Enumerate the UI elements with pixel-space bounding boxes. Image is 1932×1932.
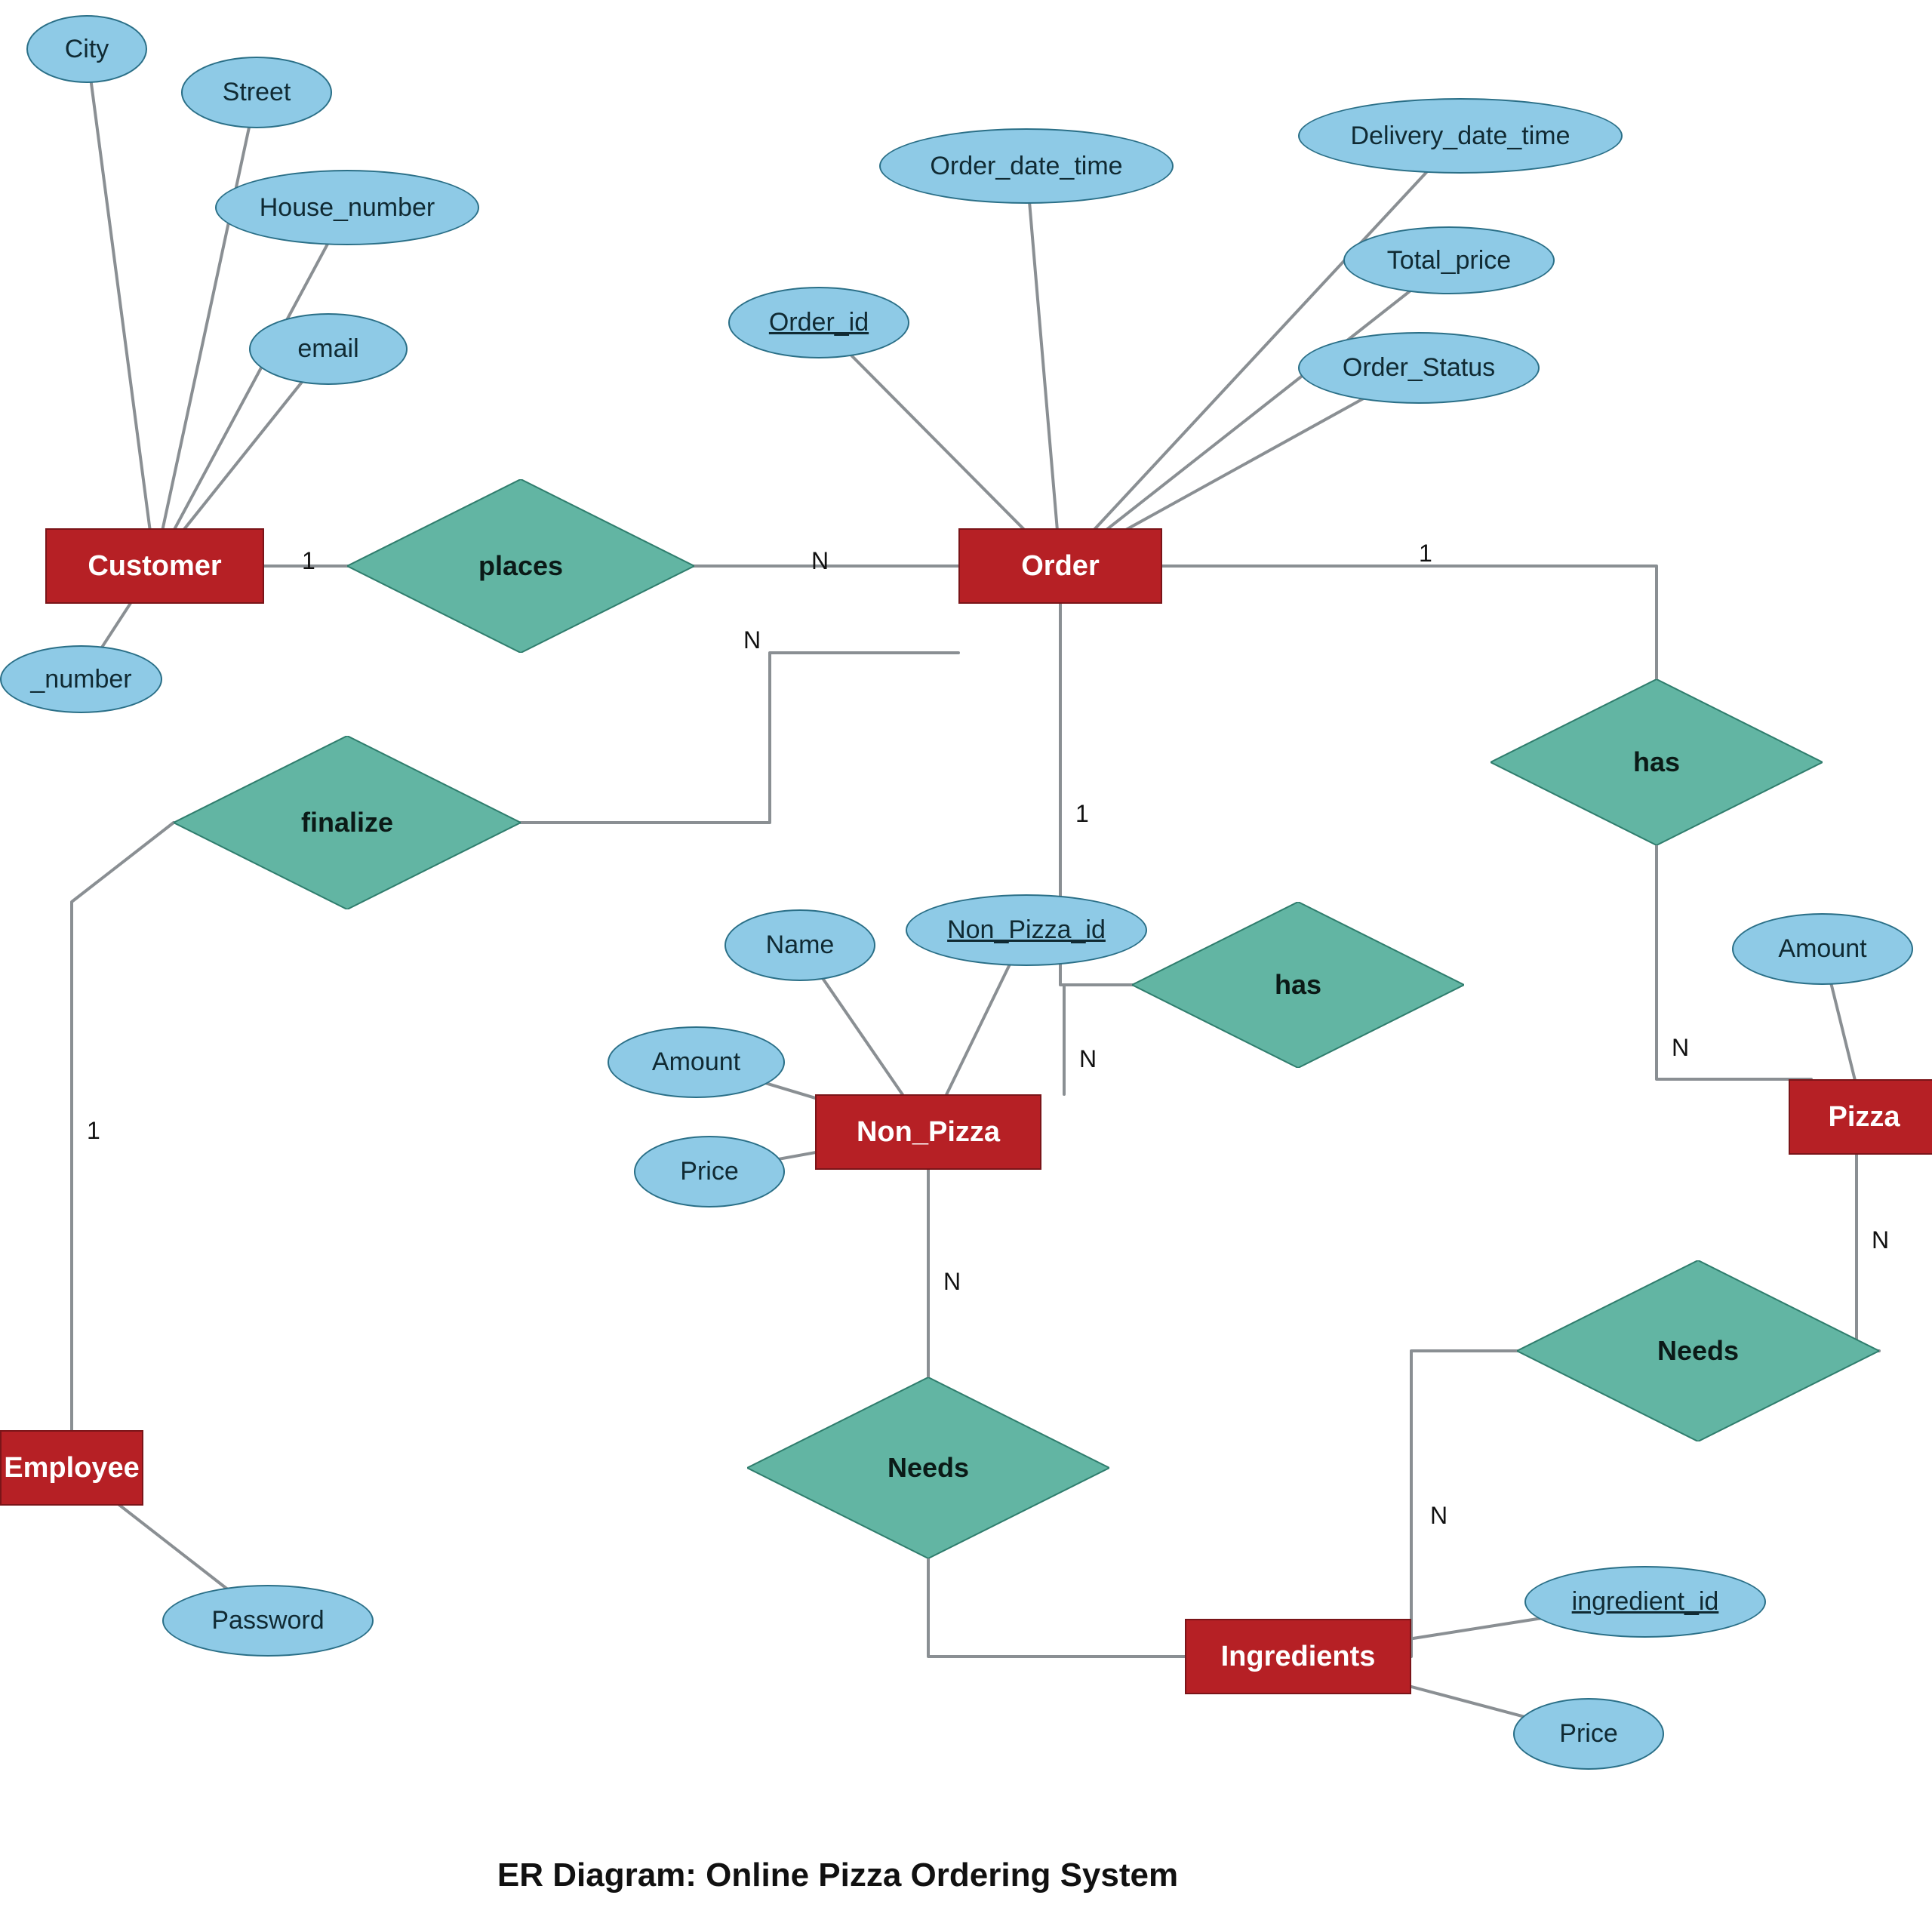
entity-label: Employee [4,1452,140,1484]
diagram-title: ER Diagram: Online Pizza Ordering System [423,1857,1253,1902]
attribute-label: House_number [254,193,441,223]
attribute-label: Order_id [763,308,875,337]
entity-employee: Employee [0,1430,143,1506]
cardinality-label: N [943,1268,961,1296]
attribute-label: Order_date_time [924,152,1128,181]
attribute-label: Name [760,931,841,960]
attribute-label: Price [1553,1719,1623,1749]
attribute-label: Delivery_date_time [1344,122,1576,151]
attribute-ord_odt: Order_date_time [879,128,1174,204]
relationship-places: places [347,479,694,653]
attribute-cust_number: _number [0,645,162,713]
attribute-cust_city: City [26,15,147,83]
entity-label: Ingredients [1221,1641,1376,1673]
attribute-ord_ddt: Delivery_date_time [1298,98,1623,174]
attribute-np_amount: Amount [608,1026,785,1098]
relationship-label: finalize [301,807,393,838]
cardinality-label: N [1872,1226,1889,1254]
cardinality-label: 1 [1075,800,1089,828]
attribute-label: Amount [1772,934,1872,964]
attribute-label: email [291,334,365,364]
attribute-np_price: Price [634,1136,785,1208]
attribute-cust_street: Street [181,57,332,128]
attribute-np_id: Non_Pizza_id [906,894,1147,966]
relationship-label: has [1633,746,1680,778]
attribute-pz_amount: Amount [1732,913,1913,985]
cardinality-label: N [1079,1045,1097,1073]
attribute-label: City [59,35,115,64]
attribute-label: Price [674,1157,744,1186]
entity-label: Order [1021,550,1099,583]
entity-label: Non_Pizza [857,1116,1000,1149]
relationship-label: places [478,550,563,582]
attribute-label: Order_Status [1337,353,1501,383]
cardinality-label: 1 [302,547,315,575]
er-diagram-canvas: 1 N 1 N 1 N 1 N N N N Customer Order Non_Pizza Pizza In… [0,0,1932,1932]
cardinality-label: N [1430,1502,1447,1530]
attribute-label: Street [217,78,297,107]
cardinality-label: N [743,626,761,654]
cardinality-label: N [1672,1034,1689,1062]
attribute-label: Non_Pizza_id [941,915,1112,945]
attribute-label: ingredient_id [1566,1587,1725,1617]
attribute-label: Password [205,1606,330,1635]
entity-customer: Customer [45,528,264,604]
attribute-label: Total_price [1381,246,1517,275]
attribute-label: Amount [646,1048,746,1077]
attribute-ord_total: Total_price [1343,226,1555,294]
entity-pizza: Pizza [1789,1079,1932,1155]
attribute-ord_id: Order_id [728,287,909,358]
relationship-label: Needs [1657,1335,1739,1367]
attribute-label: _number [24,665,137,694]
relationship-needs1: Needs [747,1377,1109,1558]
relationship-finalize: finalize [174,736,521,909]
attribute-np_name: Name [724,909,875,981]
entity-order: Order [958,528,1162,604]
relationship-has1: has [1491,679,1823,845]
relationship-label: has [1275,969,1321,1001]
entity-ingredients: Ingredients [1185,1619,1411,1694]
relationship-needs2: Needs [1517,1260,1879,1441]
entity-nonpizza: Non_Pizza [815,1094,1041,1170]
cardinality-label: 1 [87,1117,100,1145]
attribute-ing_price: Price [1513,1698,1664,1770]
attribute-cust_house: House_number [215,170,479,245]
entity-label: Pizza [1828,1101,1900,1134]
entity-label: Customer [88,550,221,583]
attribute-cust_email: email [249,313,408,385]
cardinality-label: N [811,547,829,575]
attribute-emp_password: Password [162,1585,374,1657]
attribute-ing_id: ingredient_id [1524,1566,1766,1638]
cardinality-label: 1 [1419,540,1432,568]
relationship-label: Needs [888,1452,969,1484]
attribute-ord_status: Order_Status [1298,332,1540,404]
relationship-has2: has [1132,902,1464,1068]
